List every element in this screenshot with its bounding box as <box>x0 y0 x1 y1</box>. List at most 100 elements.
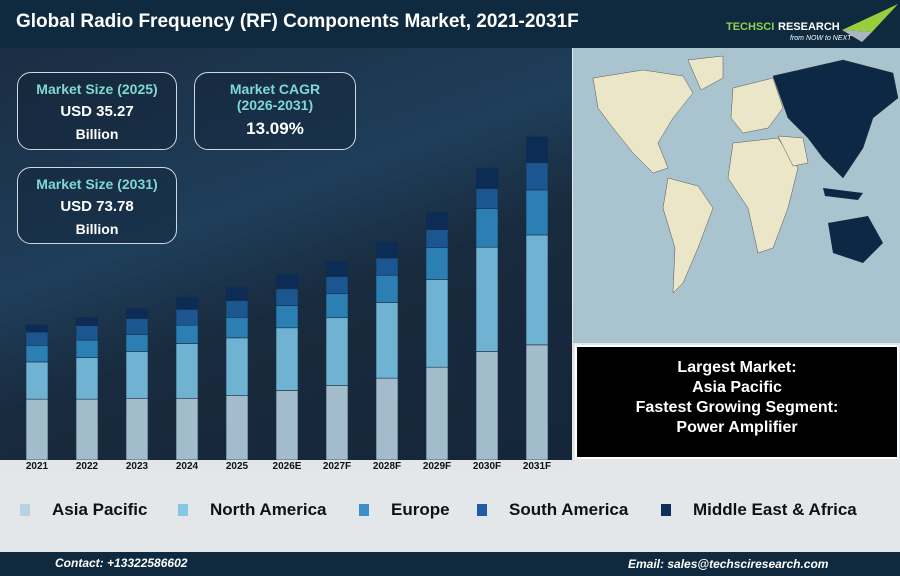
bar-segment-north-america-2026E <box>275 327 299 391</box>
bar-segment-middle-east-africa-2026E <box>275 274 299 290</box>
bar-segment-middle-east-africa-2029F <box>425 211 449 231</box>
svg-text:TECHSCI: TECHSCI <box>726 21 774 33</box>
bar-segment-middle-east-africa-2022 <box>75 316 99 326</box>
bar-segment-south-america-2021 <box>25 331 49 346</box>
bar-segment-europe-2029F <box>425 247 449 280</box>
bar-segment-middle-east-africa-2030F <box>475 167 499 189</box>
x-axis-labels: 2021 2022 2023 2024 2025 2026E 2027F 2028F 2029F… <box>0 460 572 475</box>
fastest-segment-label: Fastest Growing Segment: <box>635 399 839 416</box>
bar-segment-north-america-2023 <box>125 351 149 399</box>
x-tick-label: 2029F <box>422 461 452 472</box>
north-america <box>592 69 694 174</box>
kpi-label: Market Size (2031) <box>36 176 158 192</box>
legend-swatch <box>359 504 369 516</box>
kpi-value: USD 73.78 <box>60 198 134 215</box>
bar-segment-asia-pacific-2022 <box>75 398 99 460</box>
middle-east <box>777 135 809 167</box>
legend-item: Asia Pacific <box>20 500 147 520</box>
svg-text:from NOW to NEXT: from NOW to NEXT <box>790 35 852 42</box>
bar-segment-europe-2024 <box>175 324 199 344</box>
bar-segment-europe-2026E <box>275 305 299 329</box>
techsci-logo: TECHSCI RESEARCH from NOW to NEXT <box>726 4 898 42</box>
kpi-unit: Billion <box>75 221 119 237</box>
bar-segment-south-america-2025 <box>225 300 249 318</box>
x-tick-label: 2022 <box>75 461 99 472</box>
contact-phone: Contact: +13322586602 <box>55 556 188 570</box>
bar-segment-middle-east-africa-2031F <box>525 136 549 164</box>
kpi-label: Market CAGR (2026-2031) <box>229 81 321 113</box>
bar-segment-middle-east-africa-2021 <box>25 324 49 333</box>
x-tick-label: 2026E <box>272 461 302 472</box>
x-tick-label: 2021 <box>25 461 49 472</box>
bar-segment-europe-2023 <box>125 334 149 352</box>
bar-segment-north-america-2024 <box>175 343 199 399</box>
kpi-value: 13.09% <box>246 119 304 138</box>
legend-item: North America <box>178 500 327 520</box>
bar-segment-europe-2030F <box>475 208 499 248</box>
legend-swatch <box>477 504 487 516</box>
largest-market-value: Asia Pacific <box>692 379 782 396</box>
legend-swatch <box>178 504 188 516</box>
bar-segment-north-america-2030F <box>475 246 499 352</box>
bar-segment-asia-pacific-2027F <box>325 385 349 460</box>
x-tick-label: 2024 <box>175 461 199 472</box>
bar-segment-north-america-2027F <box>325 317 349 386</box>
bar-segment-middle-east-africa-2028F <box>375 241 399 259</box>
bar-segment-asia-pacific-2026E <box>275 390 299 460</box>
south-america <box>662 177 714 294</box>
bar-segment-south-america-2031F <box>525 162 549 191</box>
legend-swatch <box>661 504 671 516</box>
bar-segment-middle-east-africa-2025 <box>225 286 249 301</box>
kpi-value: USD 35.27 <box>60 103 134 120</box>
bar-segment-south-america-2027F <box>325 276 349 294</box>
bar-segment-asia-pacific-2024 <box>175 397 199 460</box>
bar-segment-north-america-2031F <box>525 234 549 346</box>
legend-label: Asia Pacific <box>52 500 148 519</box>
legend-label: South America <box>509 500 629 519</box>
stacked-bar-chart <box>25 136 549 460</box>
key-insights-box: Largest Market: Asia Pacific Fastest Gro… <box>575 345 899 459</box>
asia-pacific <box>772 59 899 179</box>
legend: Asia Pacific North America Europe South Ame… <box>0 500 900 524</box>
bar-segment-europe-2025 <box>225 316 249 339</box>
kpi-market-cagr: Market CAGR (2026-2031) 13.09% <box>194 72 356 150</box>
bar-segment-south-america-2029F <box>425 229 449 248</box>
bar-segment-europe-2022 <box>75 339 99 358</box>
legend-label: Middle East & Africa <box>693 500 857 519</box>
bar-segment-north-america-2022 <box>75 357 99 400</box>
bar-segment-middle-east-africa-2024 <box>175 296 199 310</box>
kpi-unit: Billion <box>75 126 119 142</box>
bar-segment-middle-east-africa-2027F <box>325 260 349 277</box>
bar-segment-asia-pacific-2031F <box>525 344 549 460</box>
x-tick-label: 2027F <box>322 461 352 472</box>
bar-segment-europe-2027F <box>325 293 349 319</box>
bar-segment-south-america-2030F <box>475 188 499 210</box>
legend-swatch <box>20 504 30 516</box>
bar-segment-south-america-2028F <box>375 257 399 276</box>
legend-label: North America <box>210 500 327 519</box>
bar-segment-south-america-2023 <box>125 318 149 335</box>
contact-email[interactable]: Email: sales@techsciresearch.com <box>628 557 829 571</box>
x-tick-label: 2030F <box>472 461 502 472</box>
legend-item: Middle East & Africa <box>661 500 857 520</box>
kpi-label: Market Size (2025) <box>36 81 158 97</box>
bar-segment-north-america-2028F <box>375 302 399 379</box>
australia <box>828 216 883 263</box>
bar-segment-asia-pacific-2021 <box>25 398 49 460</box>
bar-segment-north-america-2021 <box>25 361 49 400</box>
largest-market-label: Largest Market: <box>677 359 797 376</box>
bar-segment-europe-2028F <box>375 274 399 303</box>
header: Global Radio Frequency (RF) Components M… <box>0 0 900 48</box>
legend-item: Europe <box>359 500 450 520</box>
kpi-market-size-2031: Market Size (2031) USD 73.78 Billion <box>17 167 177 244</box>
bar-segment-south-america-2026E <box>275 288 299 306</box>
chart-panel: Market Size (2025) USD 35.27 Billion Mar… <box>0 48 572 460</box>
legend-label: Europe <box>391 500 450 519</box>
fastest-segment-value: Power Amplifier <box>676 419 798 436</box>
x-tick-label: 2031F <box>522 461 552 472</box>
bar-segment-asia-pacific-2028F <box>375 377 399 460</box>
europe <box>730 77 784 134</box>
bar-segment-asia-pacific-2030F <box>475 351 499 460</box>
bar-segment-north-america-2029F <box>425 279 449 368</box>
bar-segment-north-america-2025 <box>225 337 249 396</box>
